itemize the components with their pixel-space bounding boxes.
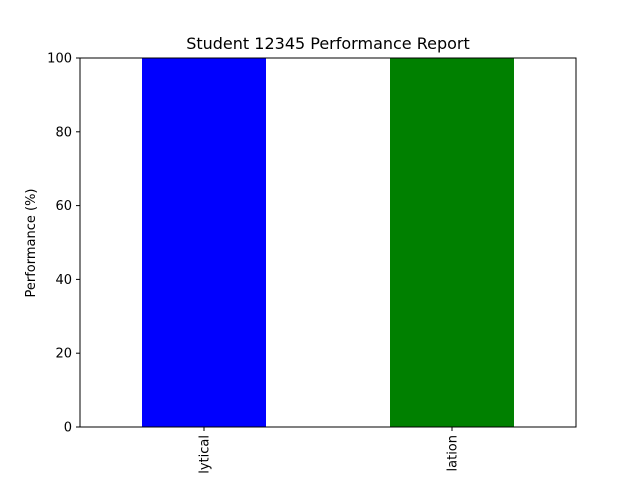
x-axis-ticks: lytical lation: [198, 427, 461, 474]
y-tick-label: 80: [55, 125, 72, 140]
bar-1: [142, 58, 266, 427]
y-tick-label: 40: [55, 273, 72, 288]
bar-2: [390, 58, 514, 427]
x-tick-label: lytical: [198, 435, 213, 474]
bars-layer: [142, 58, 514, 427]
y-tick-label: 20: [55, 347, 72, 362]
chart-title: Student 12345 Performance Report: [186, 34, 470, 53]
y-tick-label: 60: [55, 199, 72, 214]
y-axis-ticks: 0 20 40 60 80 100: [47, 52, 80, 436]
y-tick-label: 100: [47, 52, 72, 67]
y-tick-label: 0: [64, 421, 72, 436]
x-tick-label: lation: [446, 435, 461, 471]
y-axis-label: Performance (%): [24, 188, 39, 297]
plot-frame: [79, 57, 577, 428]
